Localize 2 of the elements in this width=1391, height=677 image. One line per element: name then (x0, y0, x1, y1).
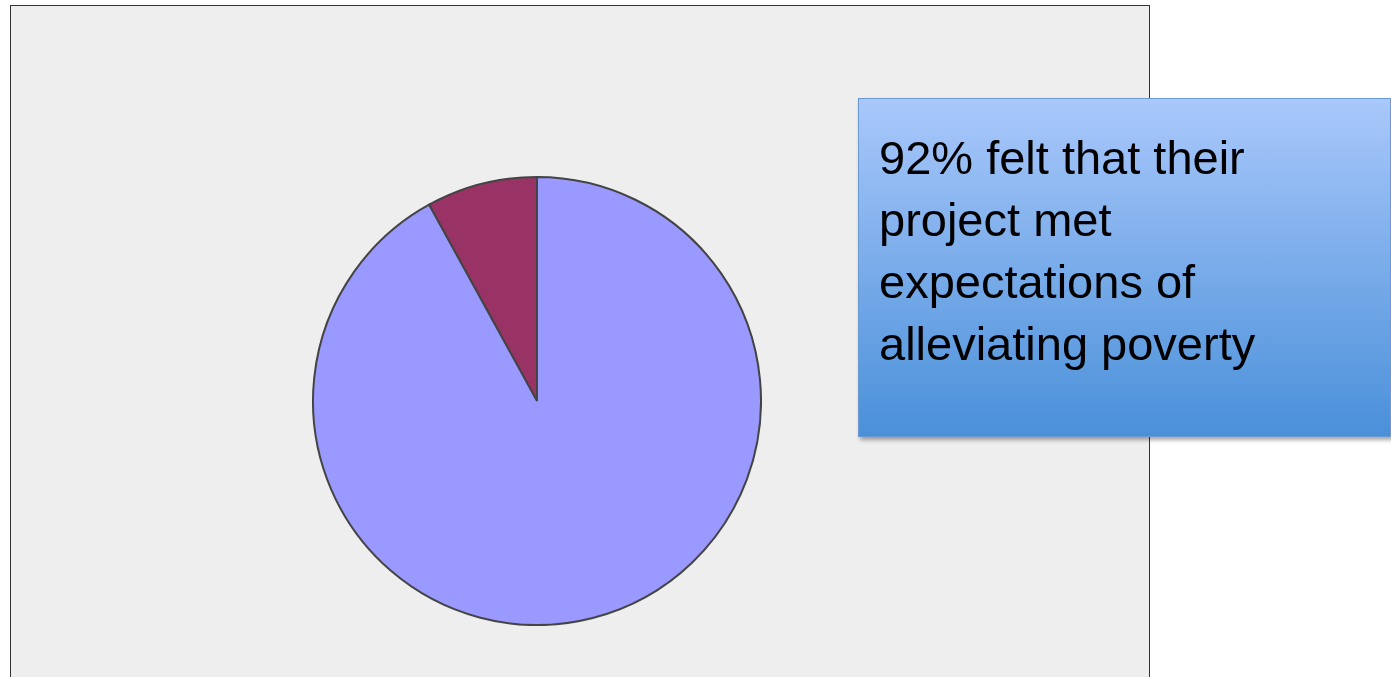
pie-slice (312, 176, 762, 626)
text: 92% felt that their project met expectations of alleviating poverty (858, 98, 1391, 437)
